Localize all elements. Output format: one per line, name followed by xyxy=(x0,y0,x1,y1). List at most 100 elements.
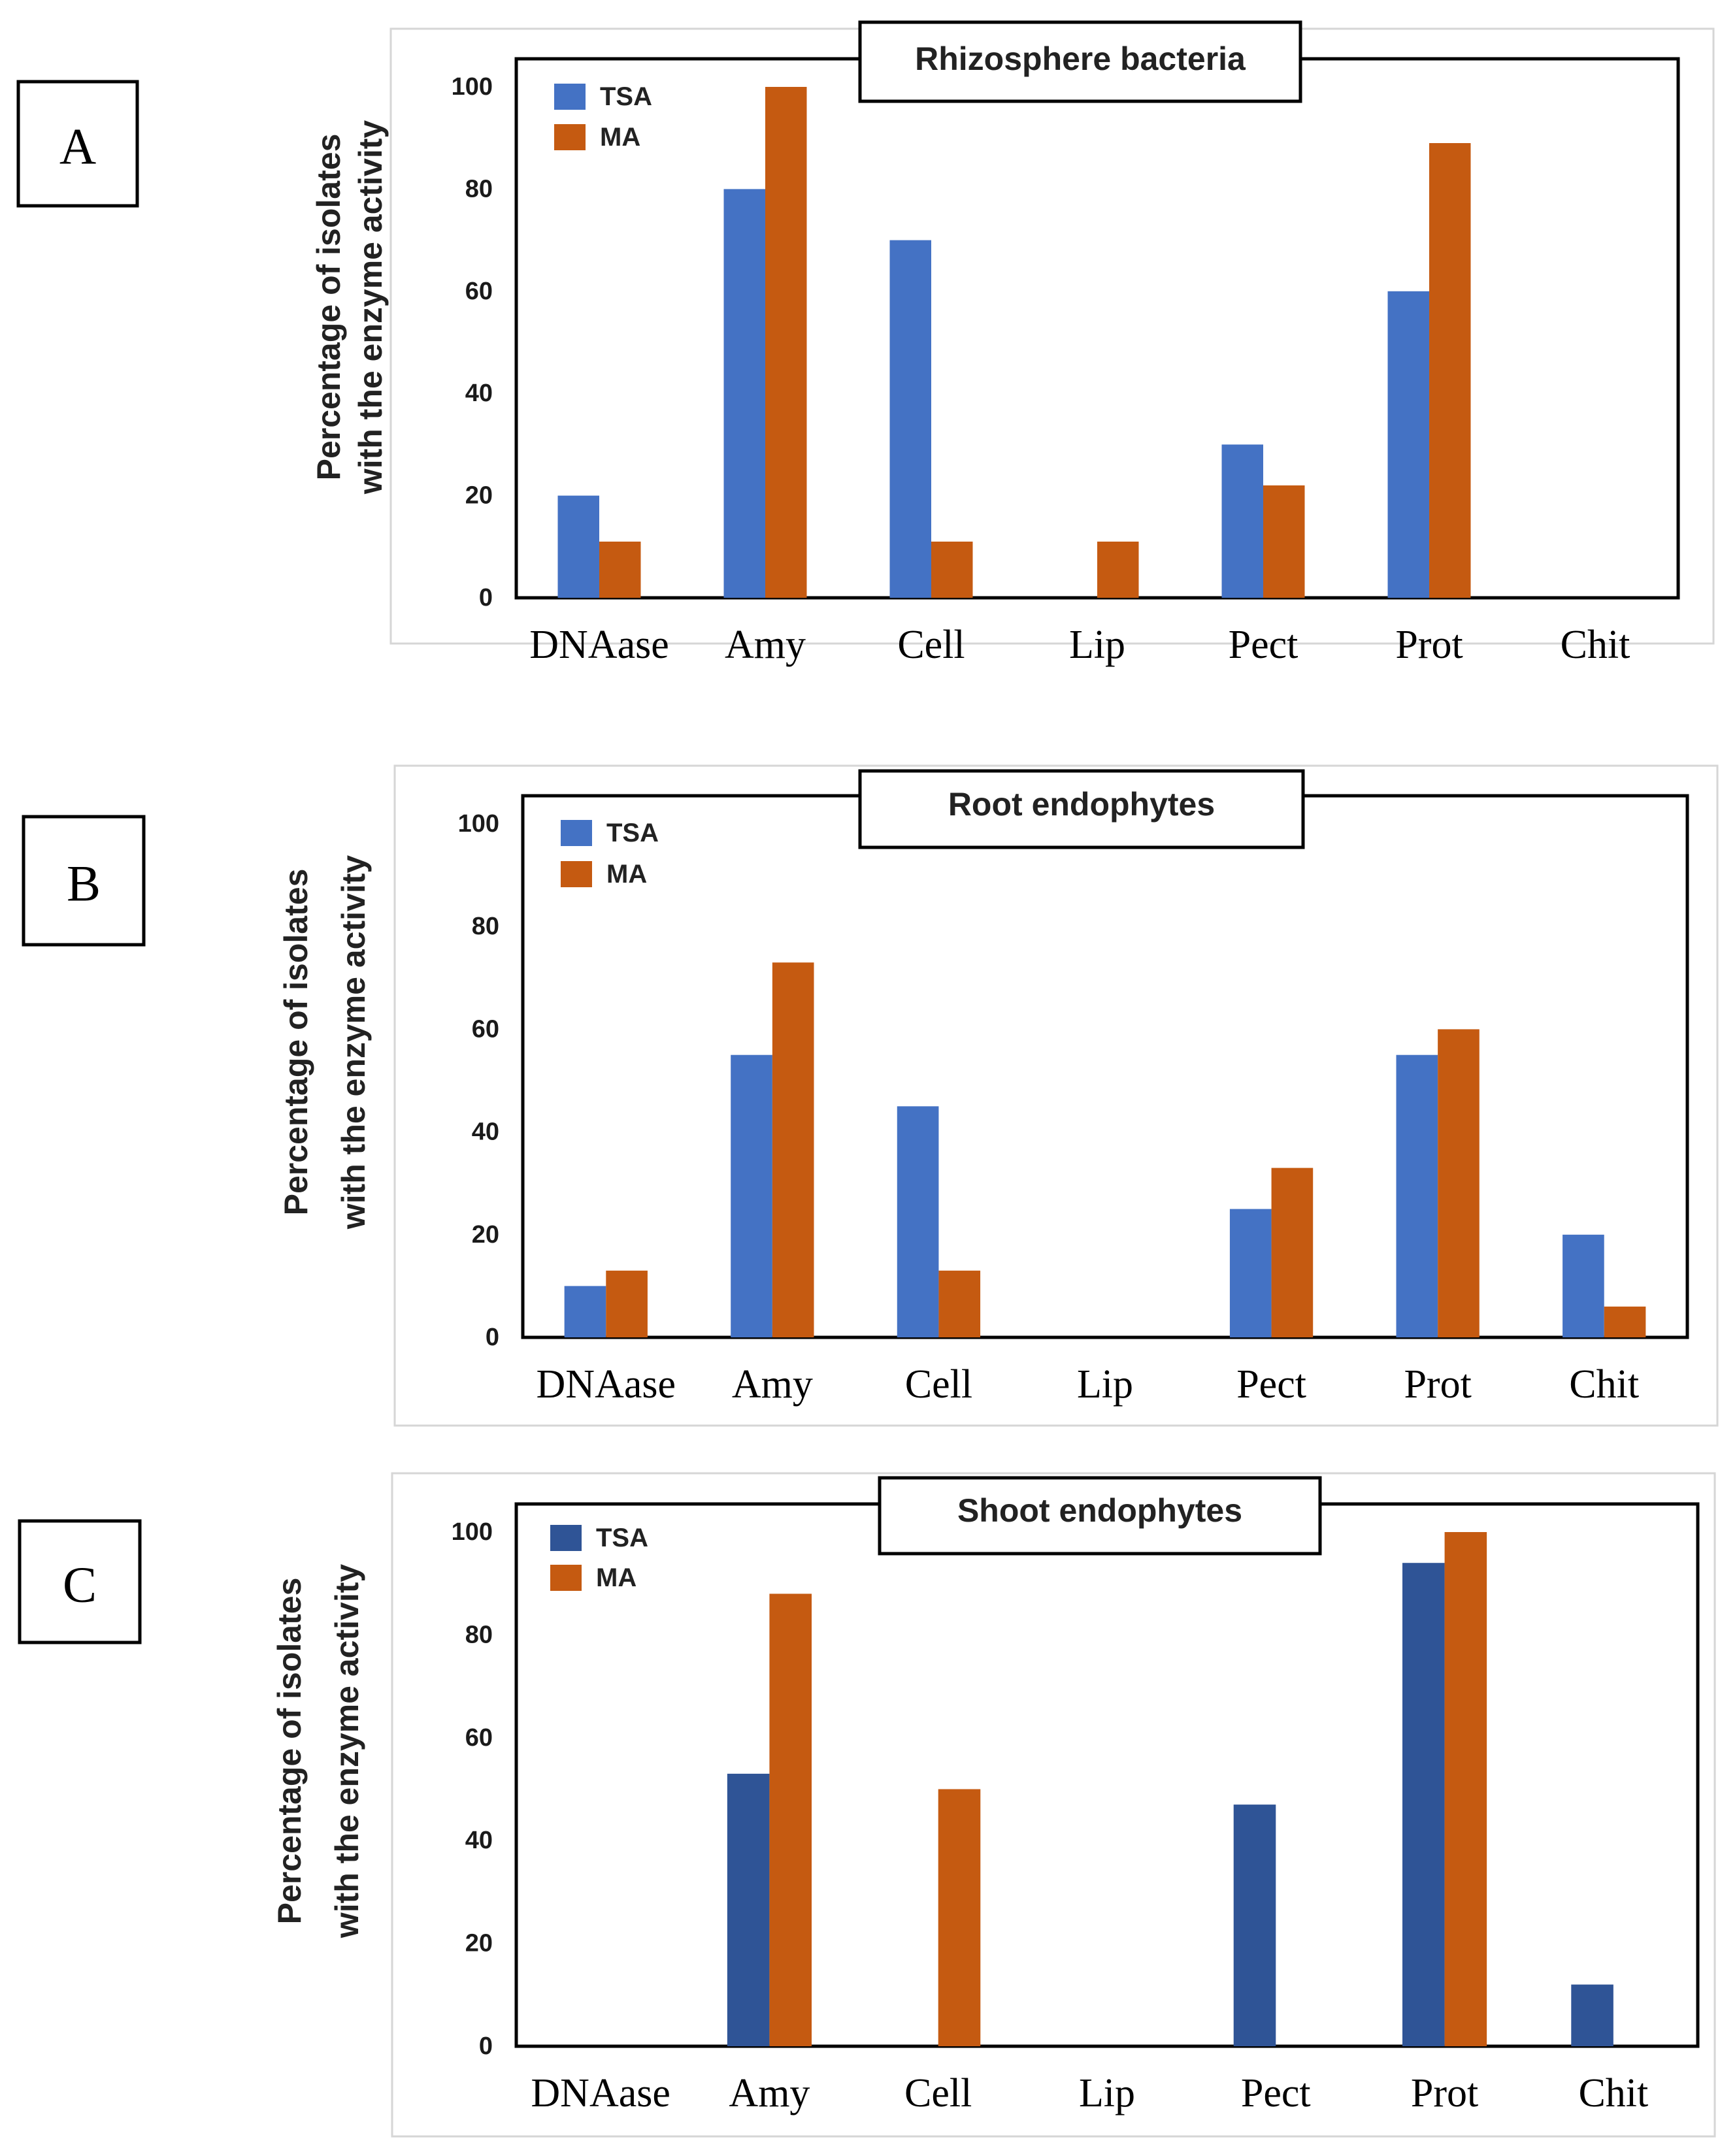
legend-label-ma: MA xyxy=(606,860,647,889)
bar-ma-cell xyxy=(938,1270,981,1337)
y-tick-label: 0 xyxy=(479,2033,493,2060)
bar-ma-amy xyxy=(769,1593,812,2046)
bar-ma-prot xyxy=(1429,143,1471,598)
y-axis-label-line1: Percentage of isolates xyxy=(310,134,347,481)
legend-label-ma: MA xyxy=(596,1563,637,1592)
category-label: Pect xyxy=(1236,1362,1306,1407)
bar-tsa-prot xyxy=(1402,1563,1445,2046)
legend-swatch-ma xyxy=(554,124,586,150)
bar-tsa-pect xyxy=(1233,1805,1276,2046)
category-label: Prot xyxy=(1411,2071,1478,2115)
bar-ma-amy xyxy=(772,962,814,1337)
bar-ma-prot xyxy=(1438,1029,1480,1337)
panel-letter-box xyxy=(22,815,146,947)
category-label: Cell xyxy=(904,2071,972,2115)
bar-ma-lip xyxy=(1097,541,1139,598)
bar-ma-chit xyxy=(1604,1306,1646,1337)
y-tick-label: 40 xyxy=(472,1119,499,1146)
bar-ma-amy xyxy=(765,87,807,598)
bar-tsa-cell xyxy=(897,1106,939,1337)
y-tick-label: 60 xyxy=(465,278,493,305)
bar-ma-cell xyxy=(931,541,973,598)
y-tick-label: 20 xyxy=(465,482,493,510)
category-label: Cell xyxy=(905,1362,972,1407)
y-tick-label: 20 xyxy=(465,1930,493,1957)
bar-tsa-dnaase xyxy=(564,1286,606,1337)
y-axis-label-line2: with the enzyme activity xyxy=(329,1564,365,1939)
category-label: Prot xyxy=(1395,623,1463,667)
y-axis-label-line1: Percentage of isolates xyxy=(271,1578,308,1925)
panel-b: B 0 20 40 60 80 100 DNAase Amy Cell Lip Pect Prot Chi… xyxy=(22,764,1719,1427)
y-tick-label: 80 xyxy=(465,175,493,203)
y-tick-label: 60 xyxy=(465,1724,493,1752)
category-label: Amy xyxy=(732,1362,813,1407)
panel-frame xyxy=(393,764,1719,1427)
category-label: Lip xyxy=(1077,1362,1133,1407)
legend-swatch-tsa xyxy=(550,1525,582,1551)
panel-frame xyxy=(391,1472,1716,2138)
panel-letter: A xyxy=(59,118,96,175)
chart-title: Rhizosphere bacteria xyxy=(915,41,1246,77)
category-label: Amy xyxy=(725,623,806,667)
y-tick-label: 0 xyxy=(479,584,493,612)
chart-title-box xyxy=(878,1476,1322,1556)
legend-swatch-tsa xyxy=(561,820,592,846)
chart-title-box xyxy=(858,769,1305,849)
bar-tsa-prot xyxy=(1387,291,1429,598)
category-label: DNAase xyxy=(537,1362,676,1407)
category-label: Chit xyxy=(1569,1362,1639,1407)
category-label: Prot xyxy=(1404,1362,1471,1407)
y-tick-label: 100 xyxy=(452,1518,493,1546)
bar-tsa-prot xyxy=(1396,1054,1438,1337)
y-tick-label: 80 xyxy=(472,913,499,940)
panel-c: C 0 20 40 60 80 100 DNAase Amy Cell Lip Pect Prot Chi… xyxy=(18,1472,1716,2138)
bar-tsa-cell xyxy=(889,240,931,598)
panel-a: A 0 20 40 60 80 100 DNAase Amy Cell Lip Pect Prot Chi… xyxy=(16,20,1715,667)
category-label: Chit xyxy=(1561,623,1630,667)
y-tick-label: 0 xyxy=(486,1324,499,1351)
y-axis-label-line2: with the enzyme activity xyxy=(335,855,372,1230)
bar-ma-dnaase xyxy=(599,541,641,598)
category-label: Chit xyxy=(1578,2071,1648,2115)
panel-letter: B xyxy=(67,855,101,912)
plot-frame xyxy=(521,794,1689,1339)
bar-ma-dnaase xyxy=(606,1270,648,1337)
category-label: DNAase xyxy=(531,2071,670,2115)
bar-tsa-pect xyxy=(1221,444,1263,598)
category-label: Pect xyxy=(1241,2071,1311,2115)
category-label: DNAase xyxy=(529,623,669,667)
legend-label-ma: MA xyxy=(600,123,640,152)
category-label: Cell xyxy=(897,623,965,667)
legend-label-tsa: TSA xyxy=(606,819,659,847)
plot-frame xyxy=(514,57,1680,600)
category-label: Lip xyxy=(1069,623,1125,667)
y-tick-label: 80 xyxy=(465,1621,493,1648)
bar-ma-cell xyxy=(938,1789,981,2046)
panel-letter-box xyxy=(18,1519,142,1644)
bar-tsa-pect xyxy=(1229,1209,1272,1337)
y-tick-label: 100 xyxy=(458,810,499,838)
legend-swatch-ma xyxy=(550,1565,582,1591)
bar-tsa-chit xyxy=(1571,1984,1613,2046)
bar-ma-pect xyxy=(1263,485,1305,598)
category-label: Pect xyxy=(1229,623,1298,667)
bar-tsa-amy xyxy=(731,1054,772,1337)
chart-title: Root endophytes xyxy=(948,786,1215,823)
bar-tsa-amy xyxy=(723,189,765,598)
y-tick-label: 40 xyxy=(465,1827,493,1854)
y-tick-label: 60 xyxy=(472,1015,499,1043)
category-label: Amy xyxy=(729,2071,810,2115)
bar-ma-prot xyxy=(1444,1532,1487,2046)
legend-label-tsa: TSA xyxy=(596,1524,648,1552)
bar-tsa-amy xyxy=(727,1773,770,2046)
bar-tsa-chit xyxy=(1563,1234,1604,1337)
chart-title: Shoot endophytes xyxy=(957,1492,1242,1529)
legend-swatch-tsa xyxy=(554,84,586,110)
chart-title-box xyxy=(858,20,1302,103)
y-tick-label: 40 xyxy=(465,380,493,407)
bar-tsa-dnaase xyxy=(557,495,599,598)
y-axis-label-line1: Percentage of isolates xyxy=(278,869,314,1216)
y-tick-label: 100 xyxy=(452,73,493,101)
panel-letter: C xyxy=(63,1556,97,1613)
